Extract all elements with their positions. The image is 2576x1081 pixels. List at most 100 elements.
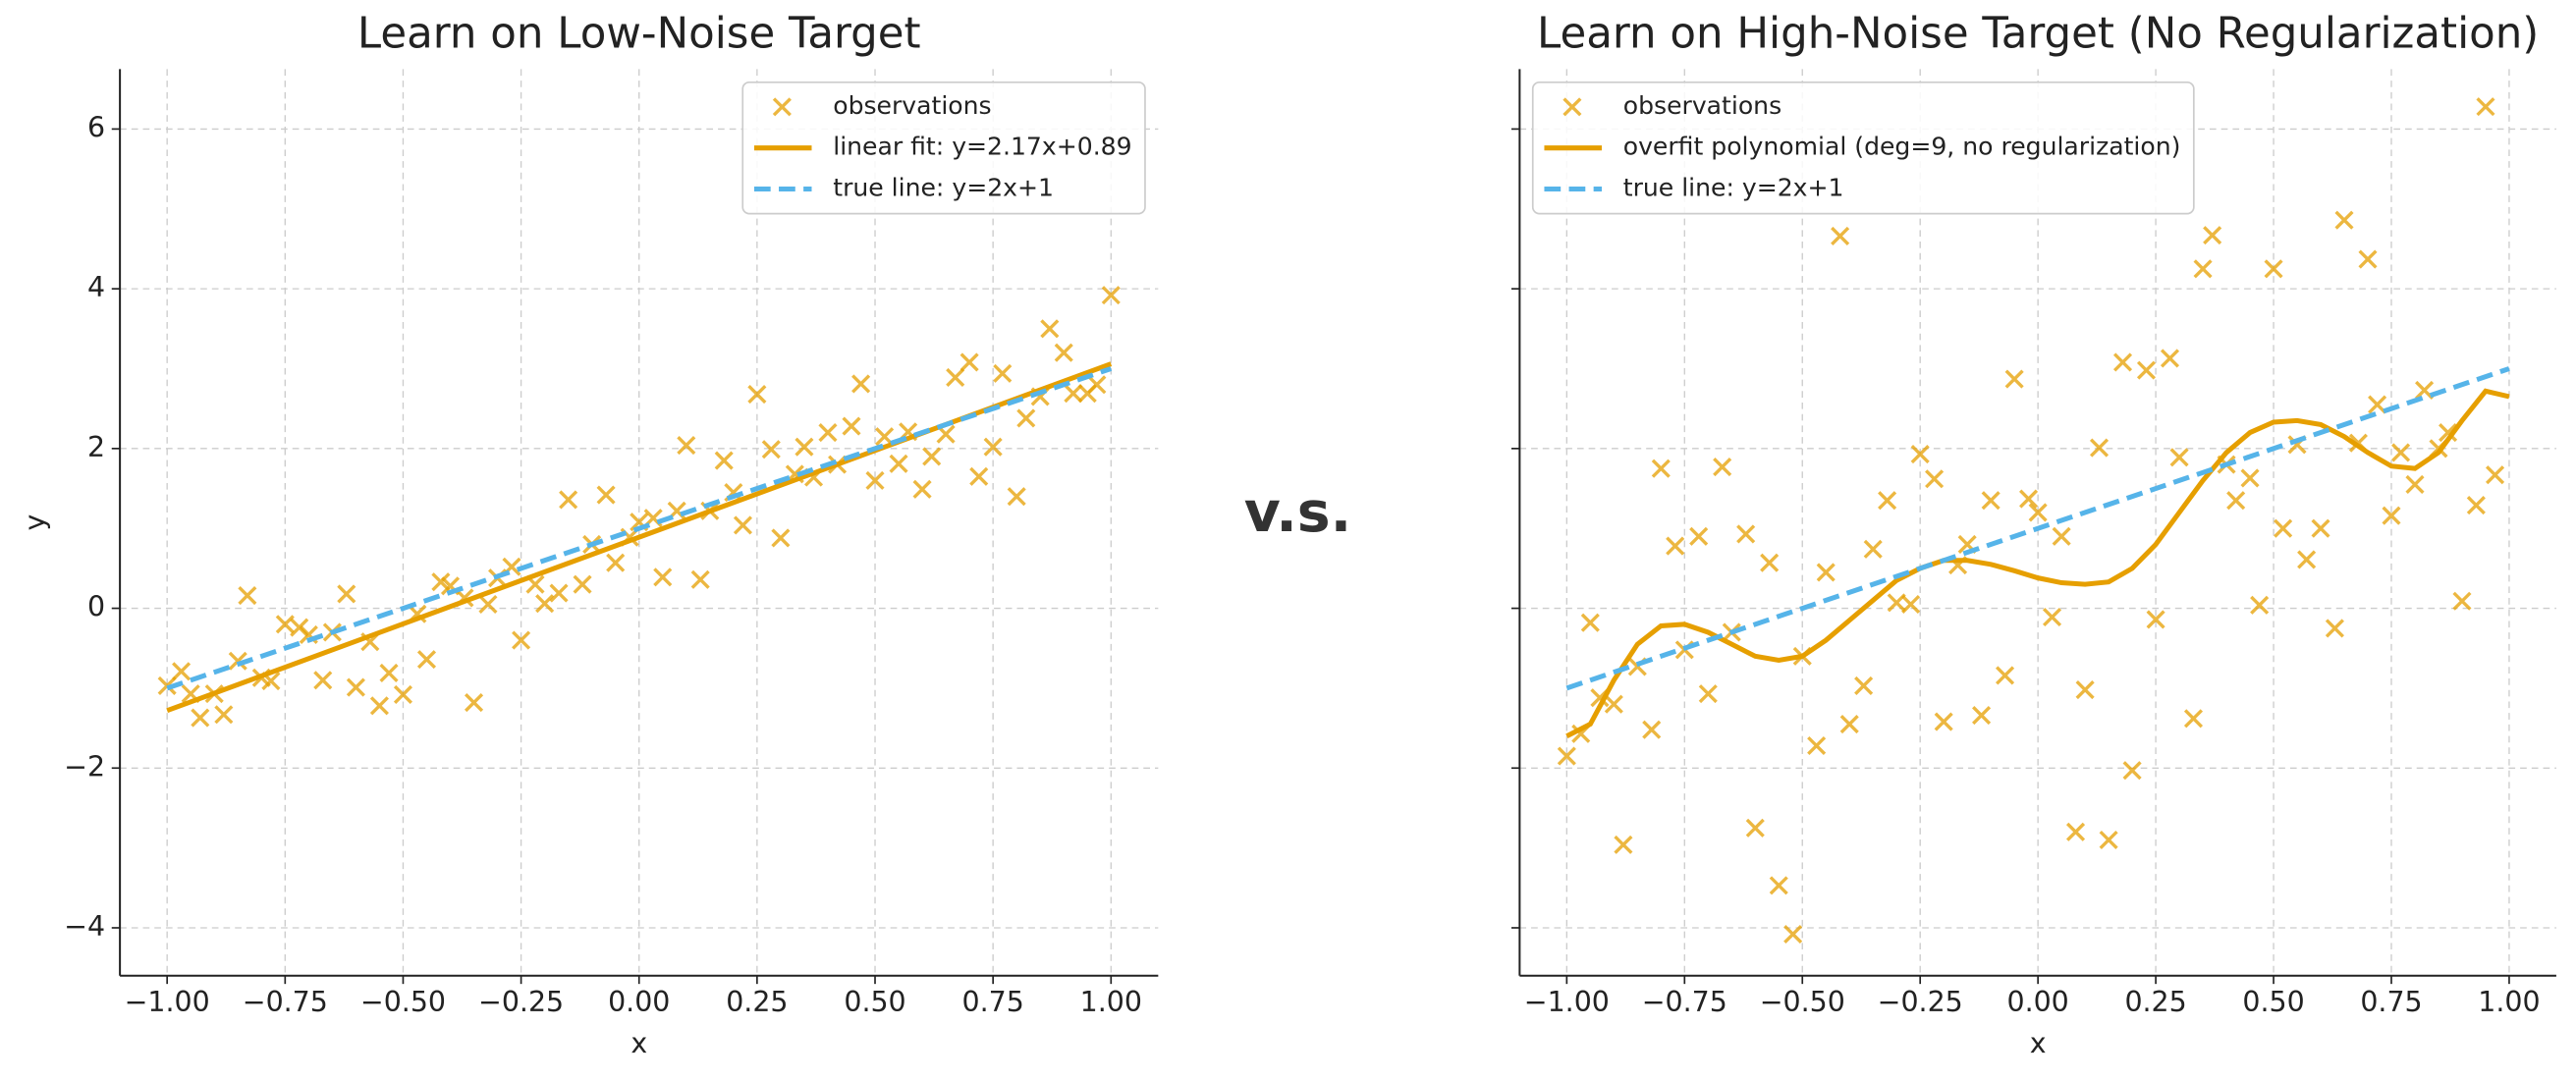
marker [2452,591,2472,611]
marker [2334,210,2354,230]
marker [313,671,333,690]
marker [1040,319,1060,339]
x-tick-label: 0.75 [962,986,1024,1018]
marker [2018,489,2039,509]
marker [2264,259,2283,279]
marker [549,583,569,603]
marker [1863,539,1883,559]
x-tick-label: −0.75 [1642,986,1727,1018]
y-tick-label: 4 [87,271,105,303]
marker [214,705,234,725]
marker [865,470,885,490]
line [1565,388,2510,738]
x-tick-label: 0.00 [2006,986,2068,1018]
legend-marker [772,97,792,117]
marker [2136,360,2157,380]
marker [889,454,908,473]
marker [1760,553,1780,572]
x-tick-label: −0.50 [1760,986,1845,1018]
marker [431,572,451,592]
legend-label: observations [833,91,991,120]
marker [795,437,814,457]
marker [606,553,626,572]
x-tick-label: 1.00 [1080,986,1142,1018]
line [166,366,1113,691]
marker [1054,343,1073,362]
marker [2439,423,2458,443]
marker [1736,524,1756,544]
marker [1972,706,1992,726]
marker [2146,610,2165,629]
marker [2203,226,2222,245]
marker [191,708,210,728]
marker [2075,679,2095,700]
marker [851,374,871,394]
marker [771,528,791,548]
marker [993,363,1013,383]
marker [1910,444,1930,464]
marker [275,615,295,634]
marker [2358,249,2378,269]
marker [747,384,767,405]
chart-title: Learn on High-Noise Target (No Regulariz… [1537,9,2539,58]
marker [1087,375,1107,395]
marker [559,490,578,510]
marker [922,447,942,466]
x-tick-label: 0.25 [726,986,788,1018]
marker [959,352,979,372]
marker [1666,536,1685,556]
marker [2368,395,2387,414]
marker [1901,594,1921,615]
marker [1007,487,1026,507]
x-tick-label: −0.25 [478,986,564,1018]
marker [2052,526,2071,546]
marker [677,436,696,456]
legend: observations overfit polynomial (deg=9, n… [1531,81,2195,215]
x-tick-label: 0.25 [2124,986,2186,1018]
marker [2240,468,2260,488]
marker [2004,369,2024,389]
x-tick-label: 0.75 [2360,986,2422,1018]
marker [2226,491,2246,511]
marker [2089,438,2110,458]
marker [1557,746,1576,766]
y-tick-label: 0 [87,591,105,623]
marker [596,485,616,505]
marker [818,423,838,443]
marker [535,594,555,614]
marker [2405,474,2425,495]
marker [1854,676,1874,696]
marker [2250,595,2270,615]
legend-label: linear fit: y=2.17x+0.89 [833,133,1131,161]
marker [733,515,753,535]
marker [1713,458,1732,477]
marker [2183,709,2204,729]
marker [1016,408,1036,428]
marker [1878,491,1897,511]
x-tick-label: −1.00 [125,986,210,1018]
marker [842,416,861,436]
legend-box [1531,81,2195,215]
marker [1689,526,1709,546]
marker [1580,613,1600,632]
marker [1925,469,1945,489]
marker [337,584,356,604]
marker [228,651,247,671]
marker [1642,720,1662,739]
marker [2112,352,2133,372]
marker [1934,712,1953,731]
legend-label: true line: y=2x+1 [1623,174,1844,202]
marker [464,693,484,713]
y-tick-label: −2 [64,750,105,783]
marker [2391,443,2411,462]
marker [2122,761,2142,781]
marker [1783,924,1803,945]
marker [478,594,498,615]
marker [2099,830,2118,850]
y-tick-label: 6 [87,111,105,143]
x-tick-label: 0.50 [844,986,905,1018]
marker [761,440,781,459]
x-axis-label: x [2030,1027,2047,1059]
marker [969,466,989,486]
